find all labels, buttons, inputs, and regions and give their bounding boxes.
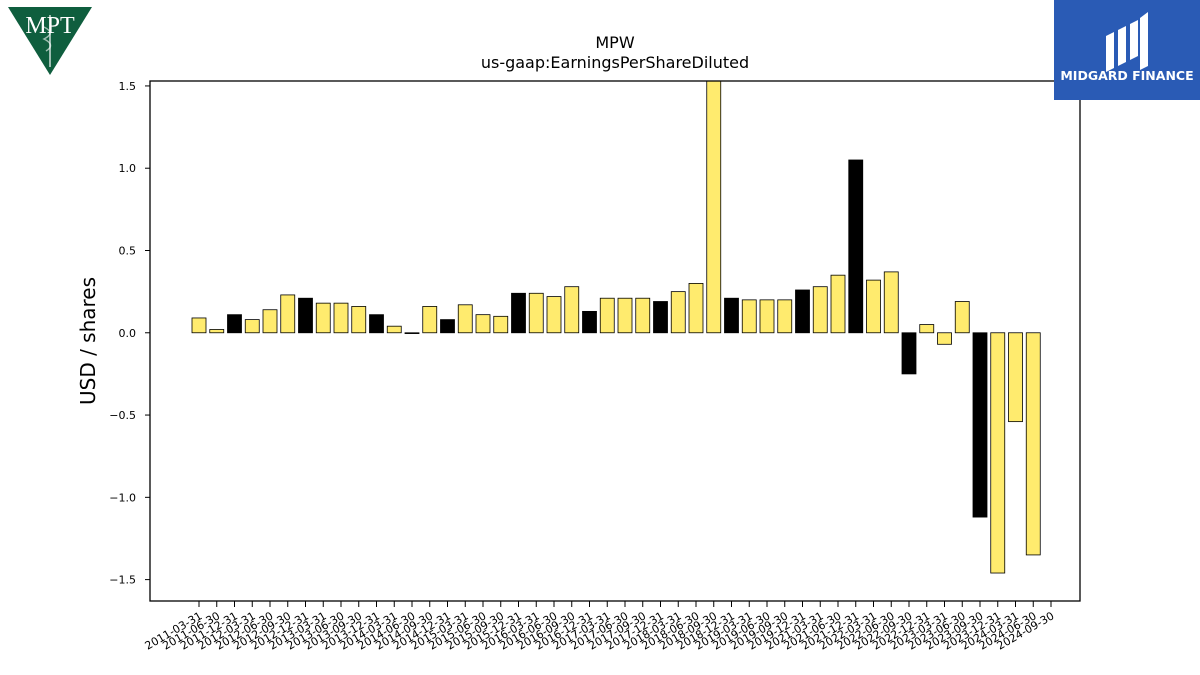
bar bbox=[617, 297, 633, 334]
chart-subtitle: us-gaap:EarningsPerShareDiluted bbox=[481, 53, 749, 72]
bar bbox=[280, 294, 296, 334]
bar bbox=[369, 314, 384, 334]
y-tick-label: 1.0 bbox=[119, 162, 137, 175]
y-ticks-group: −1.5 −1.0 −0.5 0.0 0.5 1.0 1.5 bbox=[109, 80, 150, 587]
y-tick-label: −0.5 bbox=[109, 409, 136, 422]
bar bbox=[937, 332, 952, 345]
bar bbox=[812, 286, 828, 334]
mpt-logo: MPT bbox=[8, 7, 92, 75]
bar bbox=[635, 297, 651, 334]
midgard-mark-icon bbox=[1106, 12, 1148, 72]
bar bbox=[511, 292, 526, 334]
bar bbox=[262, 309, 278, 334]
bar bbox=[440, 319, 455, 334]
y-axis-label: USD / shares bbox=[76, 277, 100, 405]
bar bbox=[883, 271, 899, 334]
bar bbox=[227, 314, 242, 334]
bar bbox=[298, 297, 313, 334]
bar bbox=[457, 304, 473, 334]
bar bbox=[670, 291, 686, 334]
bar bbox=[333, 302, 349, 334]
bar bbox=[706, 80, 722, 334]
chart-title: MPW bbox=[595, 33, 634, 52]
bar bbox=[209, 329, 225, 334]
bar bbox=[315, 302, 331, 334]
bar bbox=[724, 297, 739, 334]
bar bbox=[919, 324, 935, 334]
midgard-logo-text: MIDGARD FINANCE bbox=[1060, 68, 1193, 83]
y-tick-label: −1.5 bbox=[109, 574, 136, 587]
x-ticks-group: 2011-03-312011-06-302011-12-312012-03-31… bbox=[143, 601, 1057, 653]
midgard-finance-logo: MIDGARD FINANCE bbox=[1054, 0, 1200, 100]
bar bbox=[688, 283, 704, 334]
y-tick-label: 0.0 bbox=[119, 327, 137, 340]
bar bbox=[653, 301, 668, 334]
bar bbox=[475, 314, 491, 334]
bar bbox=[1008, 332, 1023, 423]
bar bbox=[777, 299, 793, 334]
bar bbox=[830, 274, 846, 334]
bar bbox=[972, 332, 988, 518]
bar bbox=[191, 317, 207, 334]
bar bbox=[759, 299, 775, 334]
y-tick-label: 1.5 bbox=[119, 80, 137, 93]
bar bbox=[244, 319, 260, 334]
bar bbox=[528, 292, 544, 334]
bar bbox=[493, 315, 509, 334]
bar bbox=[404, 332, 420, 334]
y-tick-label: −1.0 bbox=[109, 491, 136, 504]
bars-group bbox=[191, 80, 1041, 574]
bar bbox=[901, 332, 917, 375]
bar bbox=[741, 299, 757, 334]
bar bbox=[386, 325, 402, 334]
bar bbox=[351, 306, 367, 334]
bar bbox=[599, 297, 615, 334]
bar bbox=[866, 279, 881, 334]
bar bbox=[422, 306, 438, 334]
mpt-logo-text: MPT bbox=[25, 13, 75, 39]
plot-frame bbox=[149, 80, 1081, 602]
midgard-logo-background bbox=[1054, 0, 1200, 100]
bar bbox=[564, 286, 580, 334]
y-tick-label: 0.5 bbox=[119, 244, 137, 257]
bar bbox=[848, 159, 864, 334]
bar bbox=[795, 289, 810, 334]
bar bbox=[546, 296, 562, 334]
bar bbox=[582, 310, 597, 334]
bar bbox=[990, 332, 1006, 574]
bar bbox=[954, 301, 970, 334]
bar bbox=[1025, 332, 1041, 556]
